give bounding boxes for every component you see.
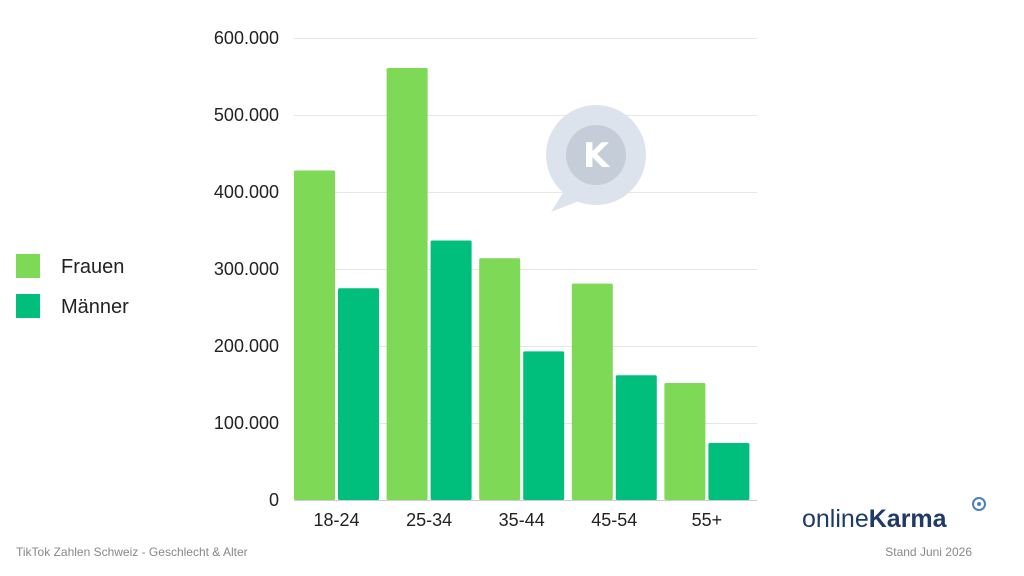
y-tick-label: 100.000	[214, 413, 279, 433]
brand-wordmark: onlineKarma	[802, 505, 948, 533]
bars	[294, 68, 750, 500]
footer-caption: TikTok Zahlen Schweiz - Geschlecht & Alt…	[16, 545, 248, 559]
x-tick-label: 55+	[692, 510, 723, 530]
x-tick-label: 35-44	[499, 510, 545, 530]
online-karma-logo: onlineKarma	[802, 497, 986, 533]
bar-männer-55+	[708, 443, 750, 500]
brand-bubble-icon	[972, 497, 986, 511]
legend-label: Frauen	[61, 256, 124, 278]
bar-frauen-18-24	[294, 170, 335, 500]
watermark-tail	[551, 188, 584, 212]
y-tick-label: 500.000	[214, 105, 279, 125]
y-tick-label: 300.000	[214, 259, 279, 279]
x-axis: 18-24 25-34 35-44 45-54 55+	[313, 510, 722, 530]
y-tick-label: 0	[269, 490, 279, 510]
brand-bubble-dot	[977, 502, 981, 506]
y-tick-label: 400.000	[214, 182, 279, 202]
x-tick-label: 18-24	[313, 510, 359, 530]
bar-männer-18-24	[338, 288, 379, 500]
footer-date: Stand Juni 2026	[885, 545, 972, 559]
bar-frauen-55+	[664, 382, 706, 500]
brand-bold: Karma	[869, 505, 948, 533]
watermark-inner-circle	[566, 125, 626, 185]
brand-light: online	[802, 505, 869, 533]
bar-männer-25-34	[430, 240, 472, 500]
bar-männer-35-44	[523, 351, 565, 500]
bar-frauen-35-44	[479, 258, 521, 500]
bar-frauen-45-54	[571, 283, 613, 500]
legend-label: Männer	[61, 296, 129, 318]
legend-swatch	[16, 254, 40, 278]
x-tick-label: 25-34	[406, 510, 452, 530]
legend-swatch	[16, 294, 40, 318]
bar-frauen-25-34	[386, 68, 428, 500]
x-tick-label: 45-54	[591, 510, 637, 530]
y-axis: 0 100.000 200.000 300.000 400.000 500.000 600.…	[214, 28, 279, 510]
y-tick-label: 200.000	[214, 336, 279, 356]
watermark-logo: K	[546, 105, 646, 212]
legend: Frauen Männer	[16, 254, 129, 318]
bar-männer-45-54	[615, 375, 657, 500]
watermark-letter: K	[583, 136, 611, 176]
y-tick-label: 600.000	[214, 28, 279, 48]
